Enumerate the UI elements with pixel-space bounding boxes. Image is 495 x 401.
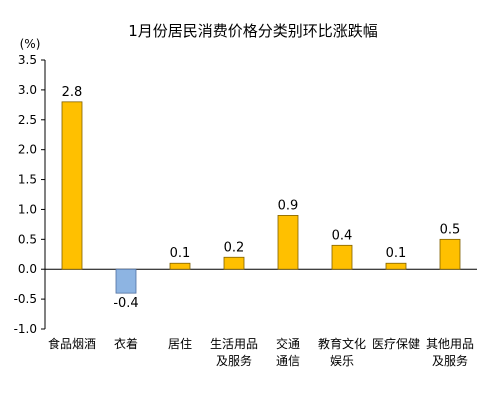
x-category-label: 生活用品 (210, 337, 258, 351)
bar (169, 262, 191, 270)
x-category-label: 居住 (168, 337, 192, 351)
x-category-label: 衣着 (114, 336, 138, 351)
bar (115, 268, 137, 294)
x-category-label: 教育文化 (318, 336, 366, 351)
bar (331, 244, 353, 270)
data-label: 0.2 (224, 240, 245, 255)
y-tick-label: 0.0 (18, 262, 37, 276)
y-axis-unit: (%) (20, 37, 41, 51)
bar (277, 215, 299, 270)
y-tick-label: 2.5 (18, 113, 37, 127)
chart-title: 1月份居民消费价格分类别环比涨跌幅 (128, 22, 378, 40)
data-label: 0.1 (170, 246, 191, 261)
y-tick-label: 1.5 (18, 173, 37, 187)
bar (223, 256, 245, 270)
plot-area: 3.5 3.0 2.5 2.0 1.5 1.0 0.5 0.0 -0.5 -1.0 2.8 食品烟酒 -… (14, 53, 477, 368)
x-category-label: 通信 (276, 354, 300, 368)
y-tick-label: 1.0 (18, 202, 37, 216)
bar (385, 262, 407, 270)
data-label: 0.9 (278, 198, 299, 213)
x-category-label: 及服务 (216, 353, 252, 368)
data-label: 0.4 (332, 228, 353, 243)
bar (61, 101, 83, 270)
x-category-label: 及服务 (432, 353, 468, 368)
y-tick-label: 3.0 (18, 83, 37, 97)
data-label: 2.8 (62, 85, 83, 100)
y-tick-label: 0.5 (18, 232, 37, 246)
x-category-label: 娱乐 (330, 354, 354, 368)
data-label: -0.4 (113, 296, 138, 311)
y-tick-label: 3.5 (18, 53, 37, 67)
x-category-label: 其他用品 (426, 337, 474, 351)
bar (439, 238, 461, 270)
y-tick-label: -0.5 (14, 292, 37, 306)
data-label: 0.1 (386, 246, 407, 261)
x-category-label: 交通 (276, 336, 300, 351)
x-category-label: 食品烟酒 (48, 336, 96, 351)
y-tick-label: 2.0 (18, 143, 37, 157)
data-label: 0.5 (440, 222, 461, 237)
x-category-label: 医疗保健 (372, 337, 420, 351)
y-tick-label: -1.0 (14, 322, 37, 336)
